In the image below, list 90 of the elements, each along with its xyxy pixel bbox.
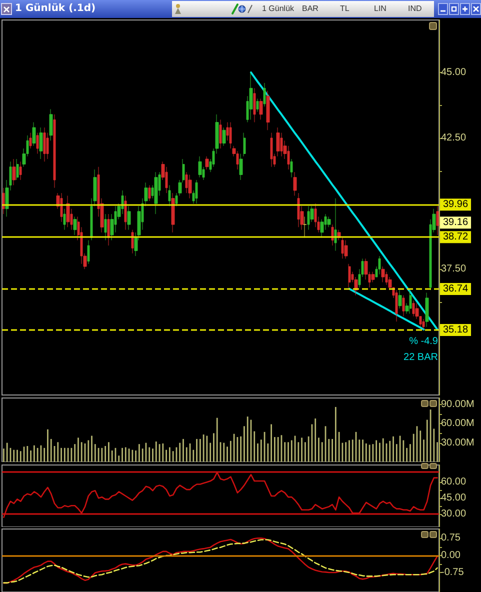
candlestick (32, 122, 36, 146)
candlestick (263, 82, 266, 107)
candlestick (256, 98, 259, 112)
ref-line-label: 39.96 (443, 199, 468, 210)
candlestick (188, 174, 192, 199)
y-tick-label: -0.75 (441, 567, 464, 578)
y-tick-label: 45.00 (441, 66, 466, 78)
candlestick (171, 192, 175, 233)
candlestick (63, 208, 66, 230)
annotation: 22 BAR (404, 352, 438, 363)
text: 39.16 (443, 217, 468, 228)
y-tick-label: 30.00M (441, 437, 474, 448)
line-series (3, 472, 438, 518)
candlestick (2, 188, 5, 214)
y-tick-label: 60.00M (441, 418, 474, 430)
text: 1 Günlük (.1d) (15, 2, 96, 15)
candlestick (253, 88, 256, 123)
candlestick (107, 214, 110, 246)
text: LIN (374, 4, 386, 14)
ref-line-label: 36.74 (443, 284, 468, 295)
candlestick (60, 192, 63, 222)
candlestick (293, 172, 297, 196)
candlestick (425, 292, 429, 328)
candlestick (43, 127, 46, 162)
candlestick (36, 132, 39, 154)
y-tick-label: 90.00M (441, 398, 474, 410)
candlestick (131, 230, 134, 254)
ref-line-label: 35.18 (443, 324, 468, 336)
candlestick (395, 290, 398, 322)
candlestick (341, 237, 344, 259)
candlestick (412, 300, 415, 317)
y-tick-label: 45.00 (441, 492, 466, 504)
candlestick (104, 214, 107, 241)
candlestick (198, 156, 202, 178)
candlestick (182, 158, 185, 183)
candlestick (87, 240, 90, 264)
candlestick (327, 216, 331, 228)
annotation: % -4.9 (409, 336, 438, 347)
candlestick (154, 172, 158, 214)
ref-line-label: 38.72 (443, 232, 468, 243)
candlestick (344, 240, 348, 259)
candlestick (290, 158, 293, 178)
candlestick (378, 256, 381, 275)
candlestick (219, 119, 222, 149)
y-tick-label: 30.00 (441, 508, 466, 520)
candlestick (73, 216, 77, 236)
candlestick (29, 132, 32, 149)
text: TL (340, 4, 350, 14)
candlestick (307, 206, 310, 230)
candlestick (205, 156, 209, 170)
candlestick (266, 90, 270, 130)
candlestick (249, 72, 253, 120)
text: IND (408, 4, 422, 14)
candlestick (53, 114, 56, 188)
candlestick (168, 184, 171, 206)
candlestick (124, 195, 127, 230)
candlestick (239, 153, 243, 180)
candlestick (270, 132, 273, 168)
text: 1 Günlük (262, 4, 294, 14)
candlestick (19, 161, 22, 180)
y-tick-label: 0.00 (441, 550, 461, 561)
candlestick (381, 266, 385, 282)
candlestick (12, 158, 16, 186)
candlestick (303, 216, 307, 238)
candlestick (127, 206, 131, 230)
candlestick (259, 98, 263, 120)
candlestick (16, 158, 19, 180)
candlestick (422, 318, 425, 330)
candlestick (297, 192, 300, 228)
candlestick (243, 132, 246, 157)
candlestick (334, 198, 337, 252)
candlestick (66, 195, 70, 228)
candlestick (222, 127, 226, 146)
candlestick (409, 290, 412, 314)
text: BAR (302, 4, 318, 14)
candlestick (348, 264, 351, 288)
y-tick-label: 0.75 (441, 532, 461, 544)
candlestick (148, 184, 151, 202)
line-series (250, 71, 438, 330)
candlestick (49, 108, 53, 141)
y-tick-label: 37.50 (441, 264, 466, 275)
line-series (348, 288, 425, 330)
y-tick-label: 60.00 (441, 476, 466, 488)
candlestick (398, 290, 402, 309)
candlestick (402, 295, 405, 317)
candlestick (39, 127, 43, 160)
candlestick (436, 206, 439, 236)
y-tick-label: 42.50 (441, 132, 466, 144)
candlestick (195, 180, 198, 204)
candlestick (331, 224, 334, 246)
